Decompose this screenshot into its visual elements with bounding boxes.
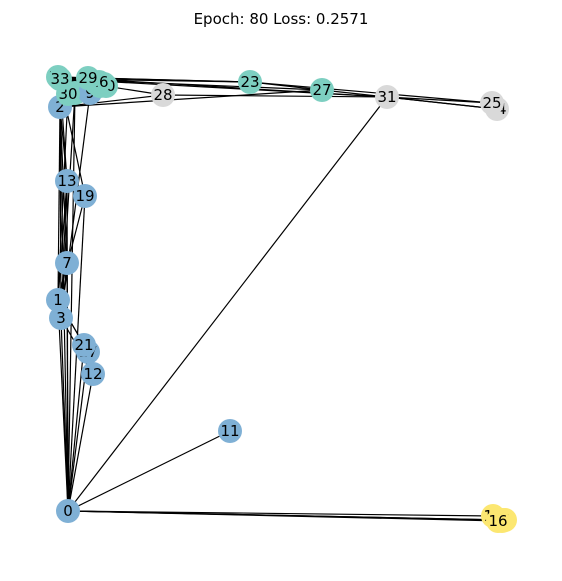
edge-0-6 <box>67 510 506 521</box>
edge-0-8 <box>67 92 76 512</box>
edge-28-31 <box>162 94 388 98</box>
edge-0-10 <box>67 510 494 517</box>
node-21: 21 <box>72 333 96 357</box>
node-label-0: 0 <box>63 502 73 520</box>
node-circle-21 <box>72 333 96 357</box>
node-circle-23 <box>238 70 262 94</box>
node-label-33: 33 <box>50 70 69 88</box>
node-label-12: 12 <box>83 365 102 383</box>
node-25: 25 <box>480 91 504 115</box>
node-label-23: 23 <box>240 73 259 91</box>
edge-2-3 <box>59 106 62 319</box>
edge-0-31 <box>67 96 388 512</box>
node-circle-3 <box>49 306 73 330</box>
node-circle-19 <box>73 184 97 208</box>
node-circle-31 <box>375 85 399 109</box>
node-layer: 0123456789101112131415161718192021222324… <box>46 65 517 533</box>
node-11: 11 <box>218 419 242 443</box>
node-label-3: 3 <box>56 309 66 327</box>
edge-2-27 <box>59 89 323 108</box>
edge-2-28 <box>59 94 164 108</box>
node-29: 29 <box>76 66 100 90</box>
node-circle-11 <box>218 419 242 443</box>
node-circle-27 <box>310 78 334 102</box>
node-label-28: 28 <box>153 86 172 104</box>
node-label-13: 13 <box>57 172 76 190</box>
edge-3-9 <box>60 92 91 319</box>
node-circle-0 <box>56 499 80 523</box>
edge-23-27 <box>249 81 323 91</box>
node-27: 27 <box>310 78 334 102</box>
node-label-27: 27 <box>312 81 331 99</box>
node-33: 33 <box>48 67 72 91</box>
edge-25-31 <box>386 96 493 104</box>
node-label-7: 7 <box>62 254 72 272</box>
edge-0-13 <box>66 180 69 512</box>
node-label-2: 2 <box>55 98 65 116</box>
node-circle-1 <box>46 288 70 312</box>
node-label-19: 19 <box>75 187 94 205</box>
edge-layer <box>57 76 506 522</box>
node-label-16: 16 <box>488 512 507 530</box>
node-label-1: 1 <box>53 291 63 309</box>
node-13: 13 <box>55 169 79 193</box>
edge-0-3 <box>60 317 69 512</box>
node-circle-25 <box>480 91 504 115</box>
node-circle-13 <box>55 169 79 193</box>
edge-24-31 <box>386 96 498 110</box>
node-31: 31 <box>375 85 399 109</box>
node-circle-7 <box>55 251 79 275</box>
edge-0-11 <box>67 430 231 512</box>
node-3: 3 <box>49 306 73 330</box>
node-12: 12 <box>81 362 105 386</box>
node-19: 19 <box>73 184 97 208</box>
node-0: 0 <box>56 499 80 523</box>
edge-3-8 <box>60 92 76 319</box>
node-label-31: 31 <box>377 88 396 106</box>
node-label-29: 29 <box>78 69 97 87</box>
node-23: 23 <box>238 70 262 94</box>
node-28: 28 <box>151 83 175 107</box>
node-circle-33 <box>48 67 72 91</box>
node-circle-16 <box>486 509 510 533</box>
edge-0-12 <box>67 373 94 512</box>
node-1: 1 <box>46 288 70 312</box>
node-label-21: 21 <box>74 336 93 354</box>
node-7: 7 <box>55 251 79 275</box>
node-16: 16 <box>486 509 510 533</box>
node-circle-12 <box>81 362 105 386</box>
node-circle-29 <box>76 66 100 90</box>
figure-title: Epoch: 80 Loss: 0.2571 <box>194 10 369 28</box>
node-label-11: 11 <box>220 422 239 440</box>
node-label-25: 25 <box>482 94 501 112</box>
node-circle-28 <box>151 83 175 107</box>
edge-23-25 <box>249 81 493 104</box>
